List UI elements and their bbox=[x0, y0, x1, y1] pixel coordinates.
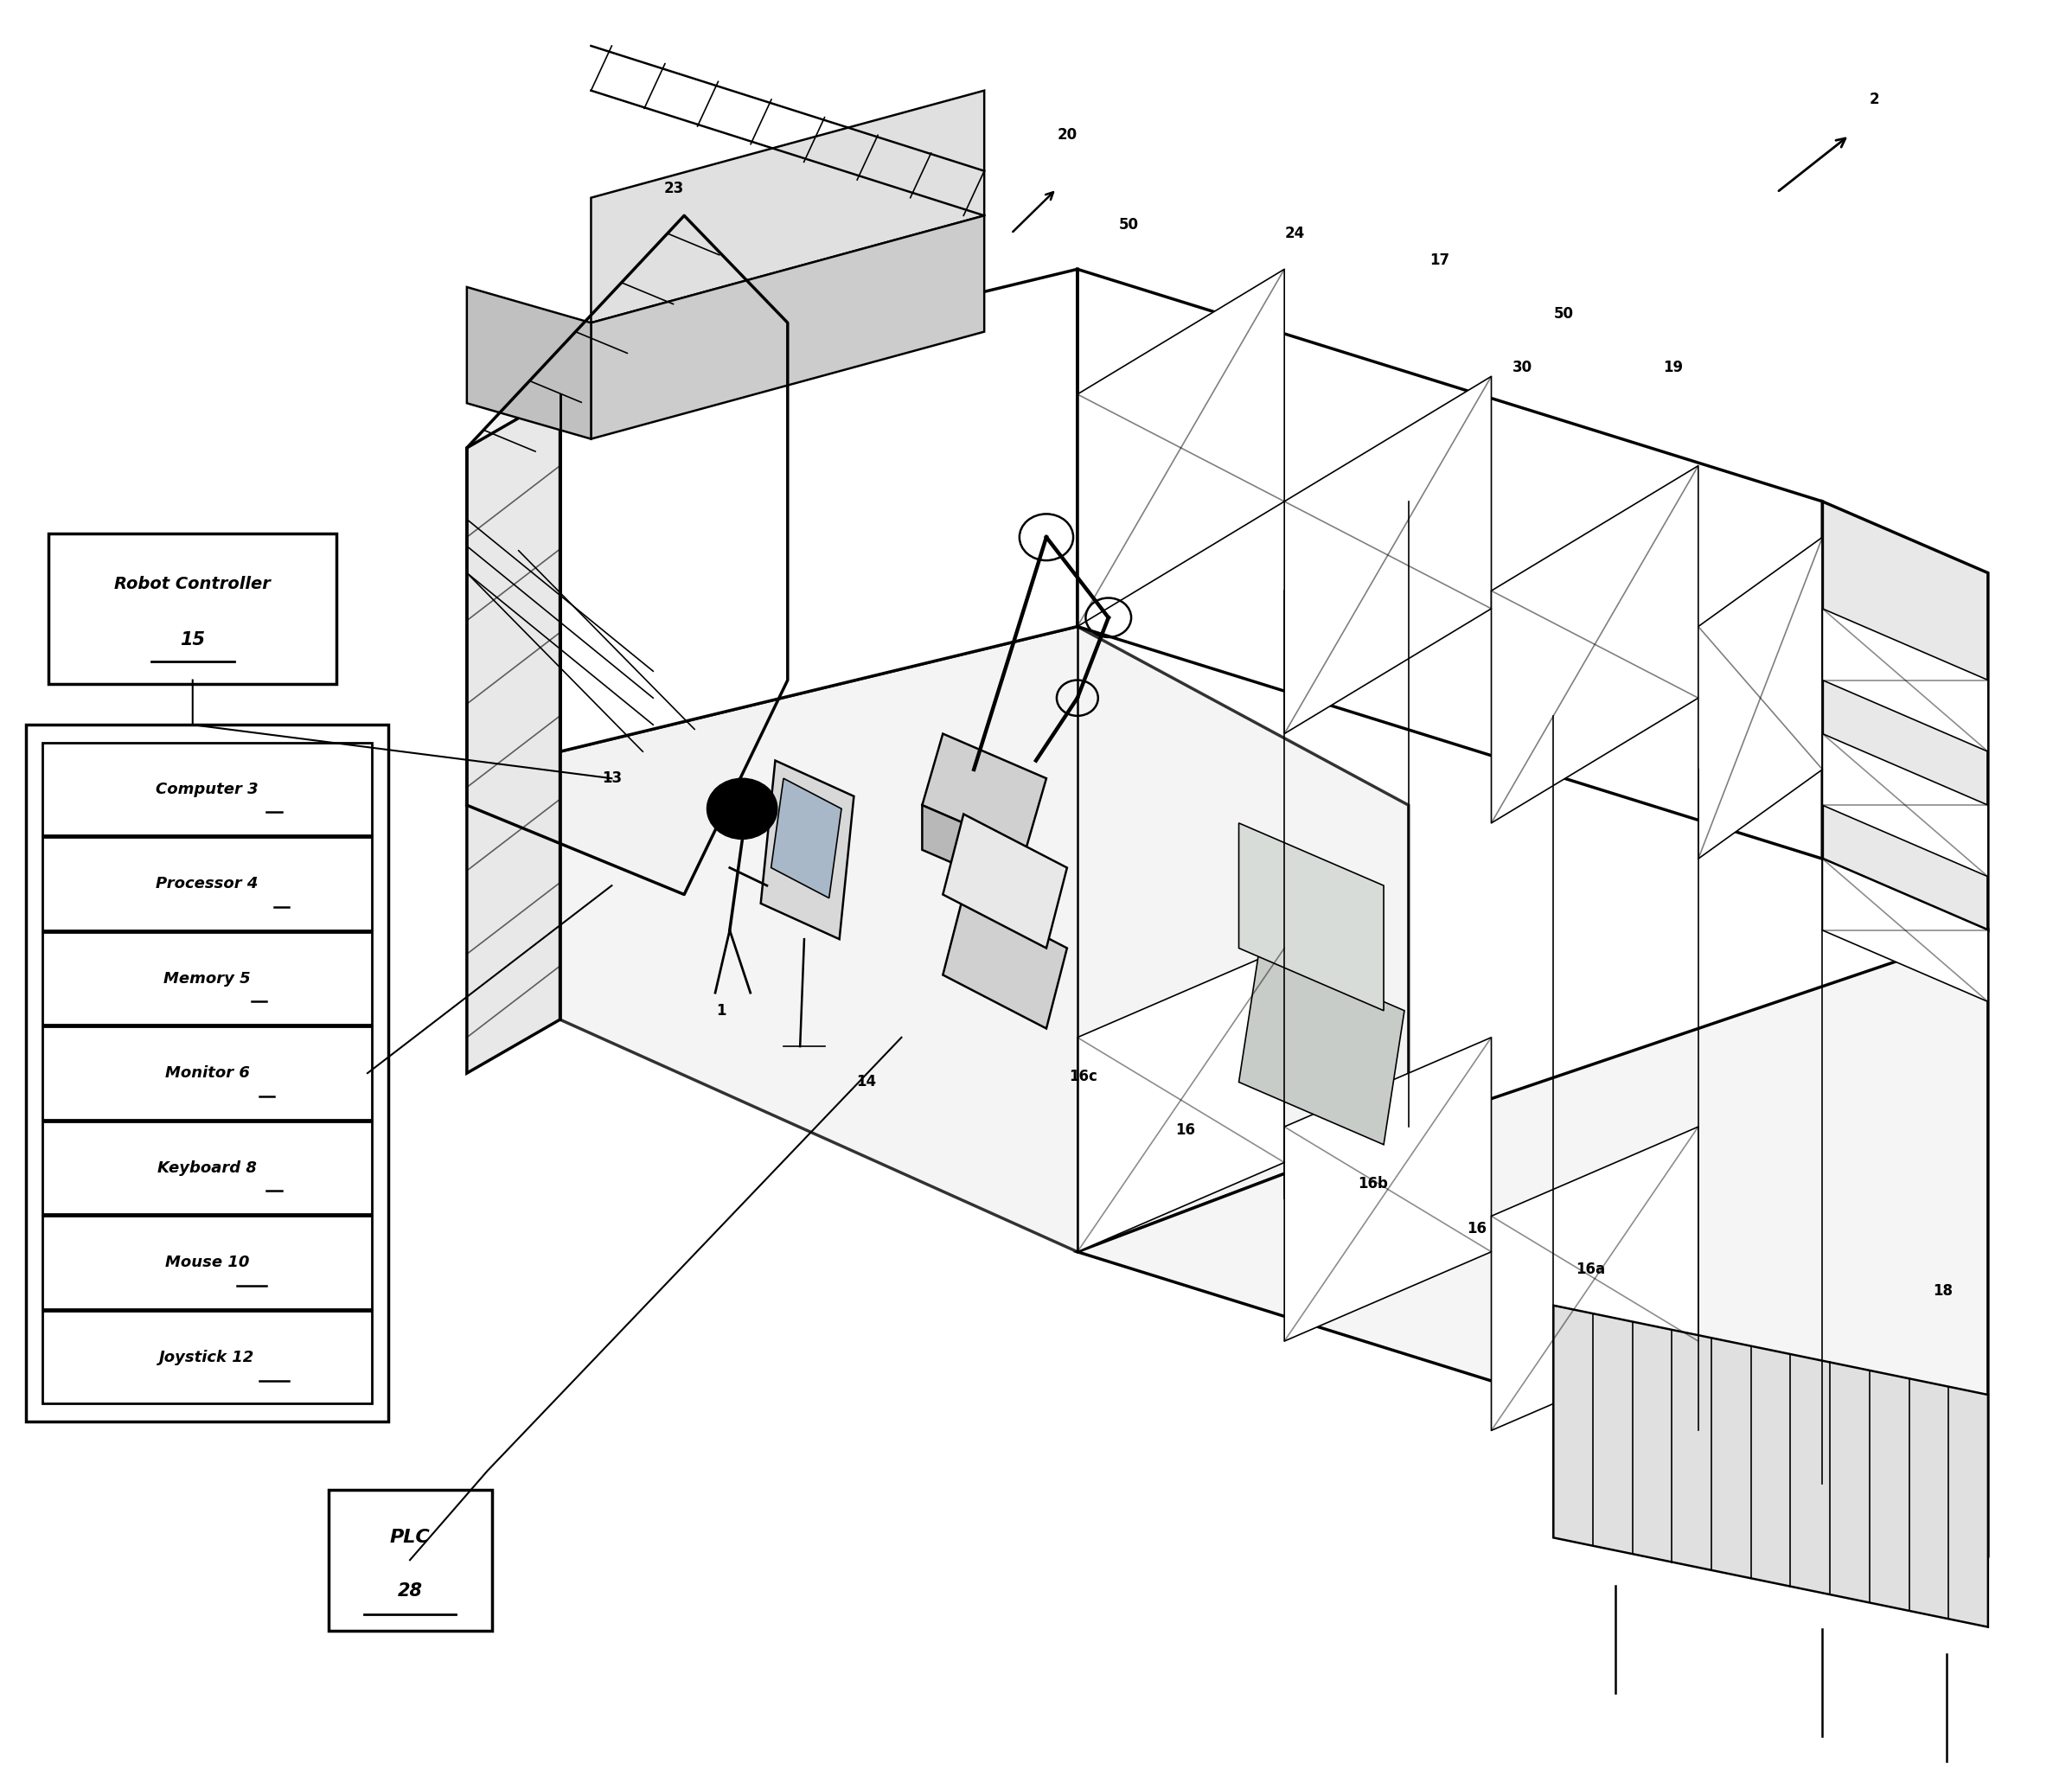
Polygon shape bbox=[1823, 733, 1987, 877]
Text: 24: 24 bbox=[1285, 225, 1305, 242]
Text: Computer 3: Computer 3 bbox=[155, 782, 259, 796]
Text: 15: 15 bbox=[180, 632, 205, 649]
Polygon shape bbox=[1077, 930, 1987, 1556]
Polygon shape bbox=[943, 894, 1067, 1029]
Text: PLC: PLC bbox=[390, 1528, 431, 1546]
Text: 1: 1 bbox=[717, 1004, 727, 1018]
Text: 16a: 16a bbox=[1577, 1261, 1606, 1277]
Text: Memory 5: Memory 5 bbox=[164, 971, 251, 986]
Text: 50: 50 bbox=[1119, 216, 1140, 233]
FancyBboxPatch shape bbox=[44, 1122, 371, 1215]
Text: Joystick 12: Joystick 12 bbox=[160, 1349, 255, 1365]
Polygon shape bbox=[943, 814, 1067, 948]
Text: 14: 14 bbox=[856, 1075, 876, 1090]
Text: 13: 13 bbox=[601, 771, 622, 785]
Polygon shape bbox=[1554, 1306, 1987, 1626]
FancyBboxPatch shape bbox=[50, 533, 336, 683]
Text: 16c: 16c bbox=[1069, 1070, 1098, 1084]
Text: 19: 19 bbox=[1664, 360, 1682, 376]
FancyBboxPatch shape bbox=[44, 1311, 371, 1404]
Polygon shape bbox=[771, 778, 841, 898]
Text: 20: 20 bbox=[1057, 127, 1077, 143]
FancyBboxPatch shape bbox=[44, 837, 371, 930]
Text: 28: 28 bbox=[398, 1581, 423, 1599]
Polygon shape bbox=[1699, 537, 1823, 859]
FancyBboxPatch shape bbox=[327, 1490, 491, 1630]
Polygon shape bbox=[466, 286, 591, 438]
Polygon shape bbox=[559, 626, 1409, 1252]
Polygon shape bbox=[1492, 465, 1699, 823]
Text: 50: 50 bbox=[1554, 306, 1575, 322]
Polygon shape bbox=[1077, 948, 1285, 1252]
Polygon shape bbox=[1285, 1038, 1492, 1342]
Circle shape bbox=[707, 778, 777, 839]
Text: Processor 4: Processor 4 bbox=[155, 877, 259, 891]
Polygon shape bbox=[1823, 859, 1987, 1002]
FancyBboxPatch shape bbox=[44, 1027, 371, 1120]
Polygon shape bbox=[760, 760, 854, 939]
FancyBboxPatch shape bbox=[44, 742, 371, 835]
Text: 16b: 16b bbox=[1359, 1175, 1388, 1191]
Text: 2: 2 bbox=[1869, 91, 1879, 107]
Text: 17: 17 bbox=[1430, 252, 1450, 268]
Text: Keyboard 8: Keyboard 8 bbox=[157, 1159, 257, 1175]
Polygon shape bbox=[922, 805, 1026, 894]
Text: 23: 23 bbox=[663, 181, 684, 197]
Polygon shape bbox=[1239, 948, 1405, 1145]
Polygon shape bbox=[466, 394, 559, 1073]
Polygon shape bbox=[1239, 823, 1384, 1011]
Text: 16: 16 bbox=[1175, 1122, 1196, 1138]
Text: Robot Controller: Robot Controller bbox=[114, 576, 271, 592]
Polygon shape bbox=[466, 216, 787, 894]
Text: 30: 30 bbox=[1513, 360, 1533, 376]
Polygon shape bbox=[591, 216, 984, 438]
Polygon shape bbox=[1823, 501, 1987, 930]
Text: 16: 16 bbox=[1467, 1220, 1488, 1236]
Polygon shape bbox=[922, 733, 1046, 850]
Polygon shape bbox=[1077, 268, 1823, 859]
Polygon shape bbox=[1285, 376, 1492, 733]
Text: Mouse 10: Mouse 10 bbox=[166, 1254, 249, 1270]
FancyBboxPatch shape bbox=[44, 1217, 371, 1310]
Polygon shape bbox=[1823, 608, 1987, 751]
Polygon shape bbox=[1492, 1127, 1699, 1431]
Polygon shape bbox=[591, 91, 984, 322]
Polygon shape bbox=[559, 268, 1077, 751]
Text: 18: 18 bbox=[1933, 1283, 1952, 1299]
Polygon shape bbox=[1077, 268, 1285, 626]
FancyBboxPatch shape bbox=[44, 932, 371, 1025]
Text: Monitor 6: Monitor 6 bbox=[166, 1066, 249, 1081]
